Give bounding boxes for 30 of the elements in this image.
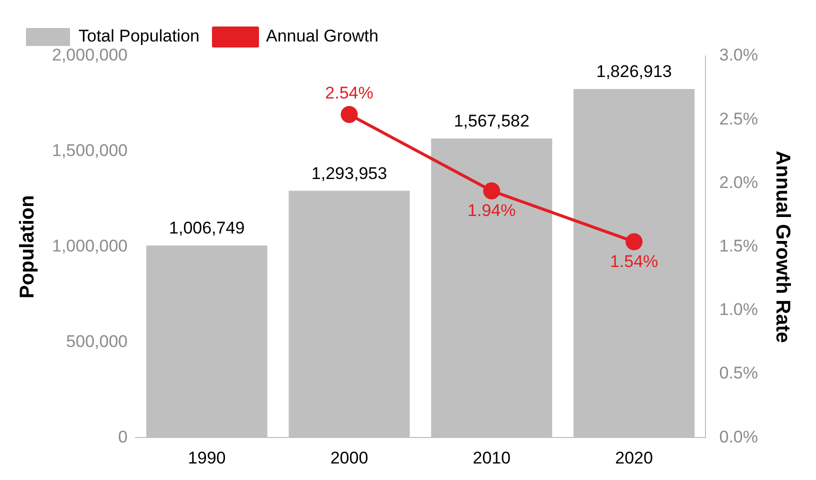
point: [483, 182, 500, 200]
y-tick-label: 1,500,000: [52, 141, 128, 160]
x-tick-label: 2020: [615, 448, 653, 468]
y2-tick-label: 0.5%: [719, 364, 758, 383]
data-label: 1,293,953: [311, 164, 388, 183]
y2-tick-label: 2.0%: [719, 172, 758, 192]
data-label: 1.54%: [610, 252, 658, 271]
x-tick-label: 1990: [188, 448, 226, 468]
legend-label: Total Population: [78, 26, 200, 46]
y-tick-label: 1,000,000: [52, 236, 128, 256]
x-tick-label: 2000: [330, 448, 368, 468]
data-label: 2.54%: [325, 84, 374, 103]
data-label: 1.94%: [468, 201, 516, 220]
point: [340, 106, 358, 124]
y2-tick-label: 0.0%: [719, 427, 758, 446]
data-label: 1,567,582: [454, 112, 530, 131]
y-tick-label: 0: [118, 427, 128, 446]
y-tick-label: 2,000,000: [52, 46, 128, 65]
x-tick-label: 2010: [472, 448, 511, 468]
y2-tick-label: 1.5%: [719, 236, 758, 256]
data-label: 1,826,913: [596, 62, 672, 82]
point: [626, 233, 643, 250]
y2-tick-label: 2.5%: [719, 109, 758, 128]
y-axis-title: Population: [16, 195, 39, 298]
legend-label: Annual Growth: [266, 26, 378, 46]
data-label: 1,006,749: [169, 218, 245, 238]
y2-tick-label: 1.0%: [719, 300, 758, 320]
y2-tick-label: 3.0%: [719, 46, 758, 65]
y-tick-label: 500,000: [66, 332, 128, 351]
y2-axis-title: Annual Growth Rate: [771, 150, 794, 343]
